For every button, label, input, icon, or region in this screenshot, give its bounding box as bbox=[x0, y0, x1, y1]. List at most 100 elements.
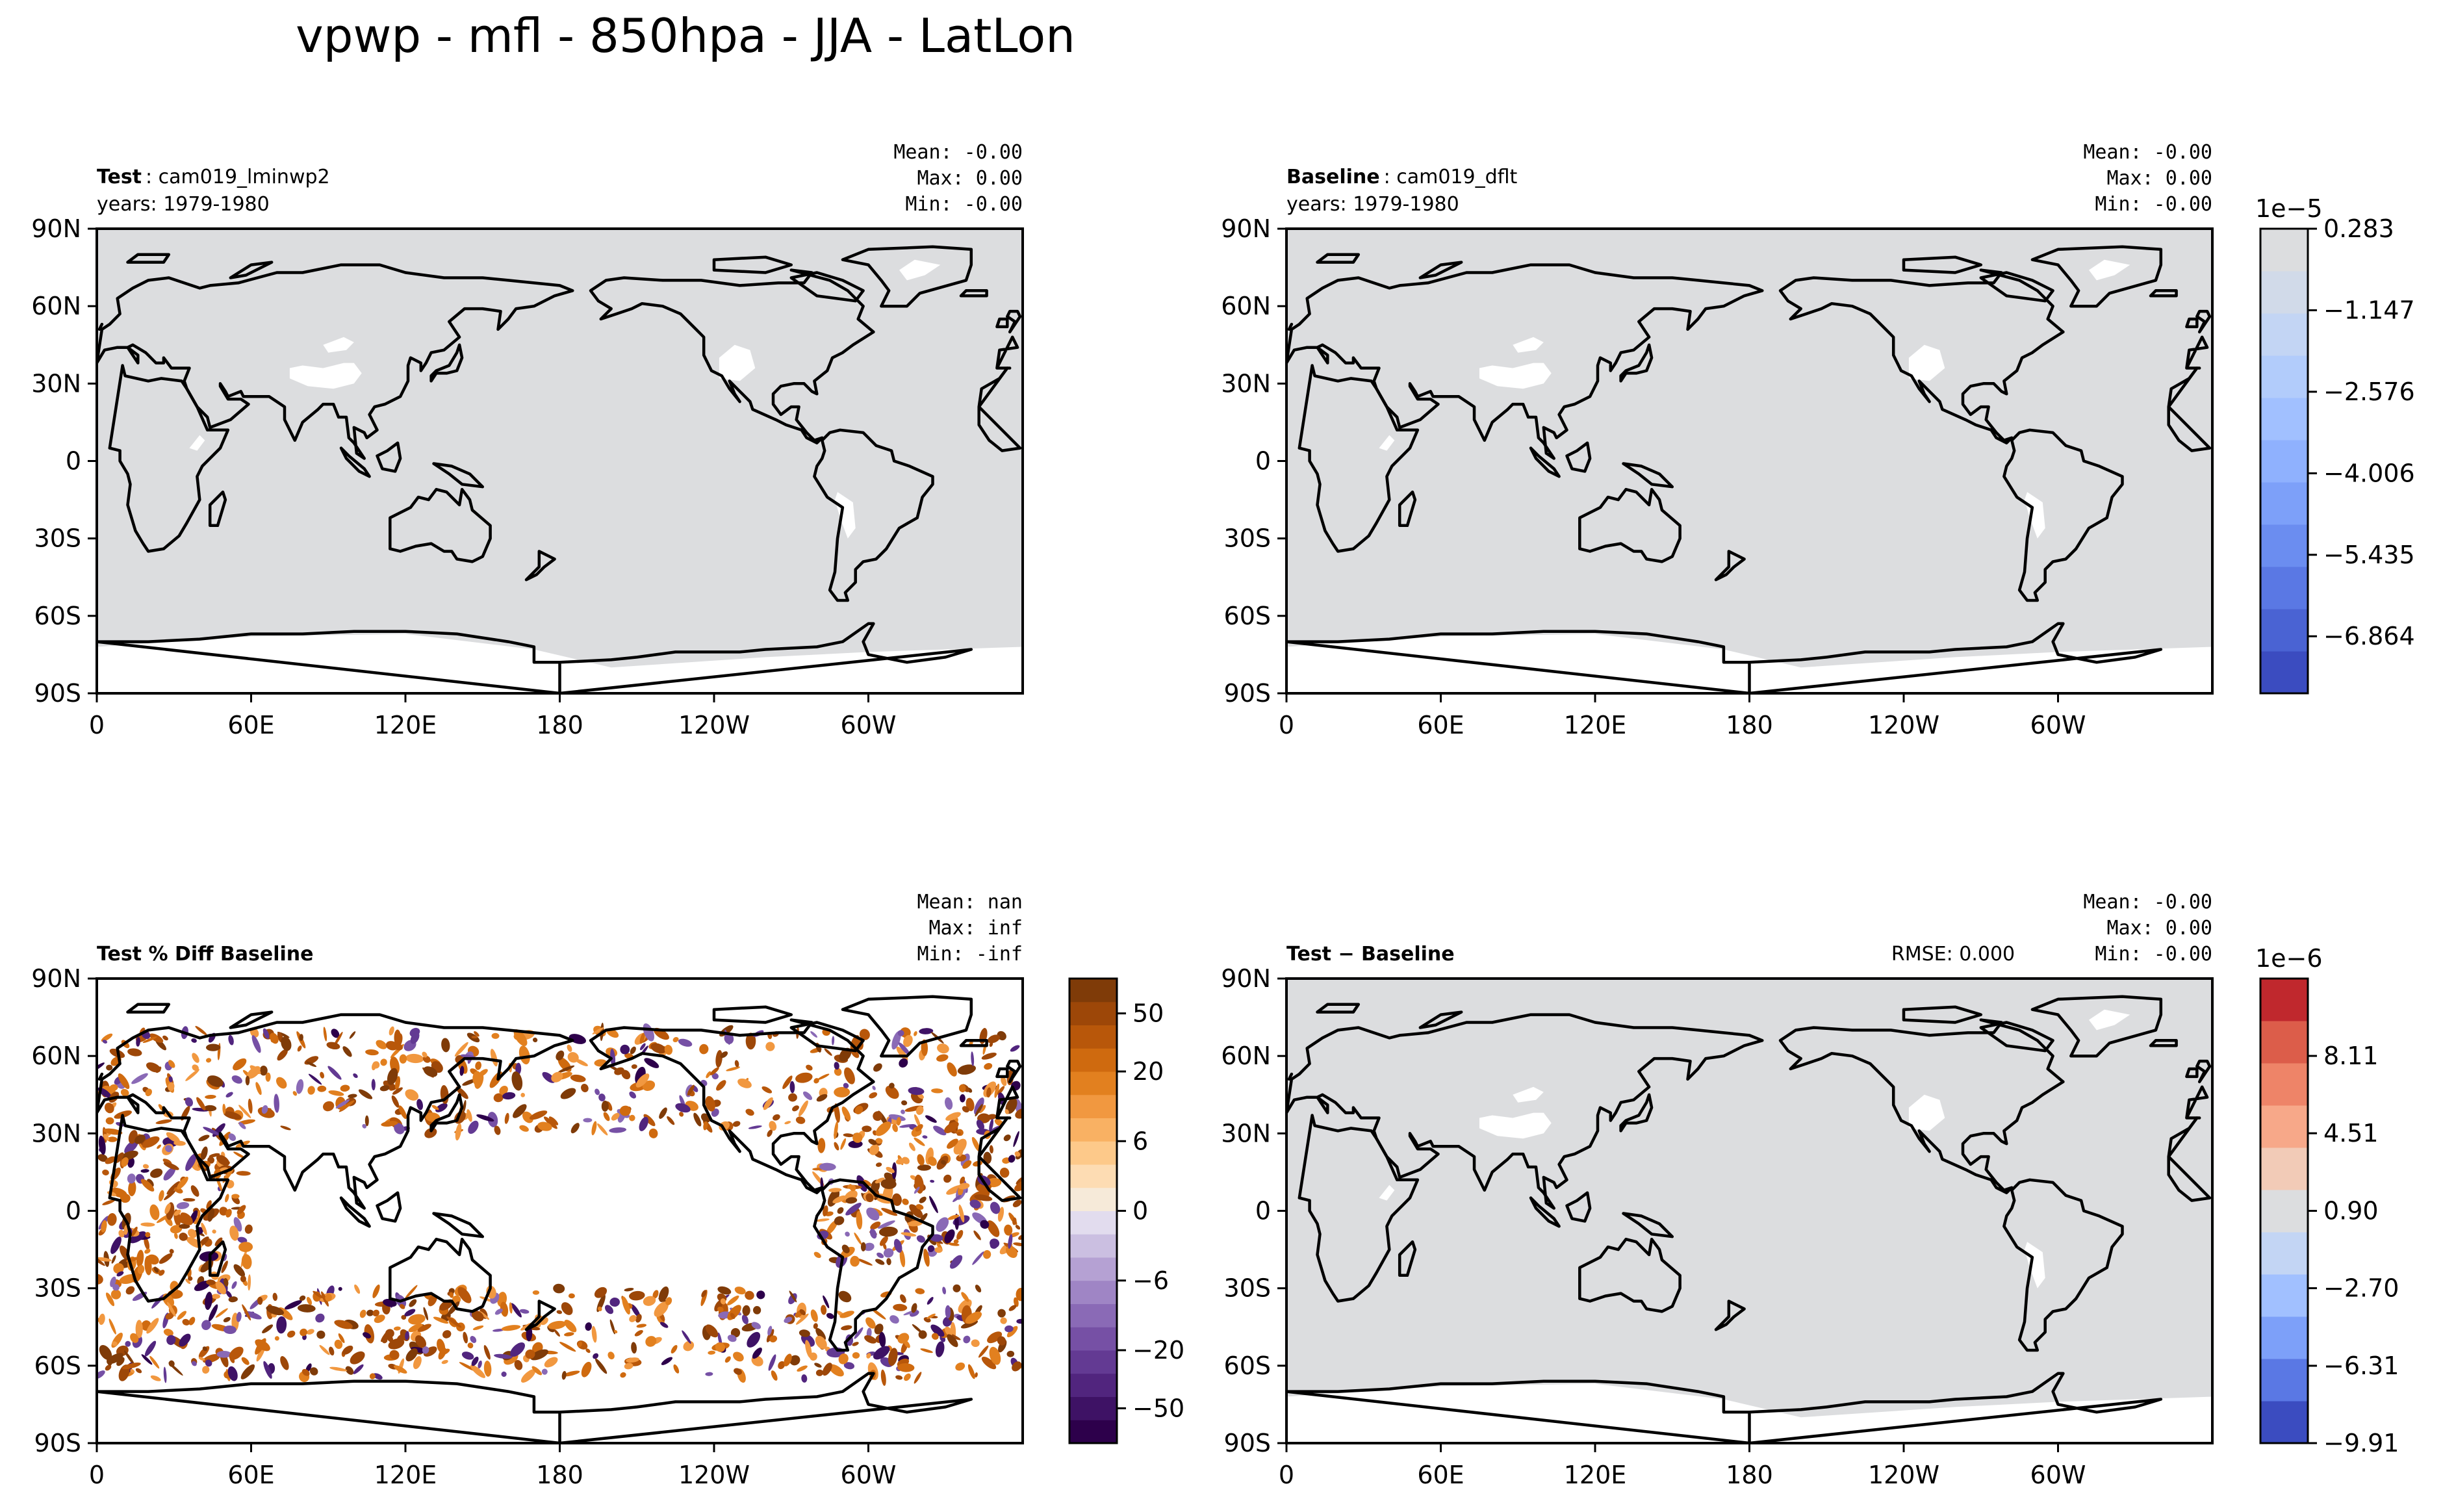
diff-speckle bbox=[467, 1109, 472, 1122]
diff-speckle bbox=[875, 1138, 883, 1144]
diff-speckle bbox=[131, 1073, 148, 1084]
colorbar-segment bbox=[2260, 979, 2308, 1021]
diff-speckle bbox=[769, 1121, 777, 1131]
diff-speckle bbox=[601, 1100, 609, 1112]
y-tick-label: 60N bbox=[31, 292, 81, 320]
diff-speckle bbox=[389, 1350, 400, 1360]
diff-speckle bbox=[943, 1174, 952, 1183]
diff-speckle bbox=[876, 1252, 884, 1259]
diff-speckle bbox=[190, 1185, 199, 1197]
diff-speckle bbox=[135, 1368, 142, 1374]
diff-speckle bbox=[461, 1352, 474, 1360]
diff-speckle bbox=[852, 1342, 859, 1346]
diff-speckle bbox=[228, 1133, 237, 1141]
field-fill bbox=[1286, 229, 2212, 693]
diff-speckle bbox=[329, 1346, 335, 1356]
diff-speckle bbox=[570, 1123, 580, 1134]
colorbar-segment bbox=[1069, 1187, 1117, 1211]
diff-speckle bbox=[195, 1025, 207, 1036]
diff-speckle bbox=[832, 1036, 835, 1045]
diff-speckle bbox=[930, 1179, 935, 1183]
diff-speckle bbox=[225, 1290, 232, 1298]
diff-speckle bbox=[455, 1086, 468, 1099]
diff-speckle bbox=[339, 1100, 355, 1111]
diff-speckle bbox=[438, 1348, 446, 1360]
diff-speckle bbox=[442, 1330, 452, 1339]
masked-region-4 bbox=[1379, 435, 1395, 451]
diff-speckle bbox=[852, 1352, 860, 1359]
diff-speckle bbox=[578, 1341, 582, 1348]
diff-speckle bbox=[129, 1231, 146, 1244]
coastline-southamerica bbox=[813, 1178, 934, 1352]
colorbar-segment bbox=[2260, 1147, 2308, 1190]
diff-speckle bbox=[463, 1331, 468, 1344]
diff-speckle bbox=[216, 1351, 232, 1358]
colorbar-tick-label: −2.576 bbox=[2323, 378, 2415, 406]
diff-speckle bbox=[144, 1255, 152, 1275]
diff-speckle bbox=[813, 1323, 818, 1329]
colorbar-segment bbox=[1069, 1094, 1117, 1118]
coastline-baffin bbox=[789, 271, 865, 303]
diff-speckle bbox=[973, 1230, 981, 1240]
diff-speckle bbox=[997, 1086, 1005, 1095]
diff-speckle bbox=[205, 1291, 212, 1311]
coastline-novaya bbox=[229, 1010, 274, 1029]
diff-speckle bbox=[159, 1253, 173, 1264]
diff-speckle bbox=[229, 1225, 239, 1241]
diff-speckle bbox=[97, 1154, 108, 1162]
diff-speckle bbox=[875, 1259, 885, 1265]
diff-speckle bbox=[342, 1345, 353, 1355]
coastline-northamerica bbox=[1778, 268, 2065, 444]
colorbar-segment bbox=[2260, 1021, 2308, 1064]
y-tick-label: 60S bbox=[1224, 602, 1271, 630]
coastline-southamerica bbox=[813, 428, 934, 602]
diff-speckle bbox=[185, 1069, 199, 1081]
diff-speckle bbox=[530, 1349, 548, 1361]
diff-speckle bbox=[610, 1048, 616, 1068]
diff-speckle bbox=[956, 1230, 964, 1240]
diff-speckle bbox=[136, 1249, 144, 1268]
coastline-greenland bbox=[841, 995, 973, 1058]
diff-speckle bbox=[972, 1251, 984, 1265]
diff-speckle bbox=[115, 1152, 124, 1163]
diff-speckle bbox=[228, 1034, 234, 1045]
diff-speckle bbox=[962, 1106, 969, 1113]
map-area bbox=[97, 229, 1023, 693]
diff-speckle bbox=[192, 1053, 199, 1063]
diff-speckle bbox=[958, 1204, 965, 1223]
stat-rmse: RMSE: 0.000 bbox=[1891, 943, 2015, 966]
x-tick-label: 120W bbox=[678, 1461, 750, 1489]
coastline-iceland bbox=[959, 1039, 988, 1047]
diff-speckle bbox=[369, 1373, 376, 1379]
coastline-britain bbox=[97, 1059, 1022, 1084]
diff-speckle bbox=[953, 1284, 961, 1292]
diff-speckle bbox=[591, 1121, 597, 1136]
y-tick-label: 30N bbox=[31, 369, 81, 398]
diff-speckle bbox=[997, 1309, 1006, 1318]
y-tick-label: 30N bbox=[1221, 369, 1271, 398]
colorbar-segment bbox=[1069, 1303, 1117, 1327]
diff-speckle bbox=[893, 1303, 908, 1311]
diff-speckle bbox=[287, 1330, 296, 1338]
diff-speckle bbox=[1003, 1134, 1011, 1142]
diff-speckle bbox=[219, 1207, 228, 1216]
diff-speckle bbox=[127, 1157, 134, 1168]
stat-max: Max: inf bbox=[929, 917, 1023, 940]
diff-speckle bbox=[673, 1364, 680, 1374]
diff-speckle bbox=[174, 1187, 183, 1194]
diff-speckle bbox=[399, 1054, 407, 1064]
diff-speckle bbox=[957, 1064, 976, 1075]
diff-speckle bbox=[717, 1286, 732, 1295]
diff-speckle bbox=[349, 1031, 356, 1039]
diff-speckle bbox=[394, 1123, 405, 1134]
diff-speckle bbox=[381, 1121, 398, 1127]
diff-speckle bbox=[162, 1035, 168, 1041]
stat-mean: Mean: -0.00 bbox=[2083, 141, 2212, 164]
diff-speckle bbox=[296, 1079, 304, 1094]
diff-speckle bbox=[715, 1049, 723, 1068]
diff-speckle bbox=[944, 1326, 953, 1336]
diff-speckle bbox=[111, 1255, 116, 1264]
x-tick-label: 120W bbox=[1868, 1461, 1939, 1489]
coastline-nz bbox=[1714, 1300, 1746, 1331]
coastline-northamerica bbox=[589, 1018, 875, 1194]
